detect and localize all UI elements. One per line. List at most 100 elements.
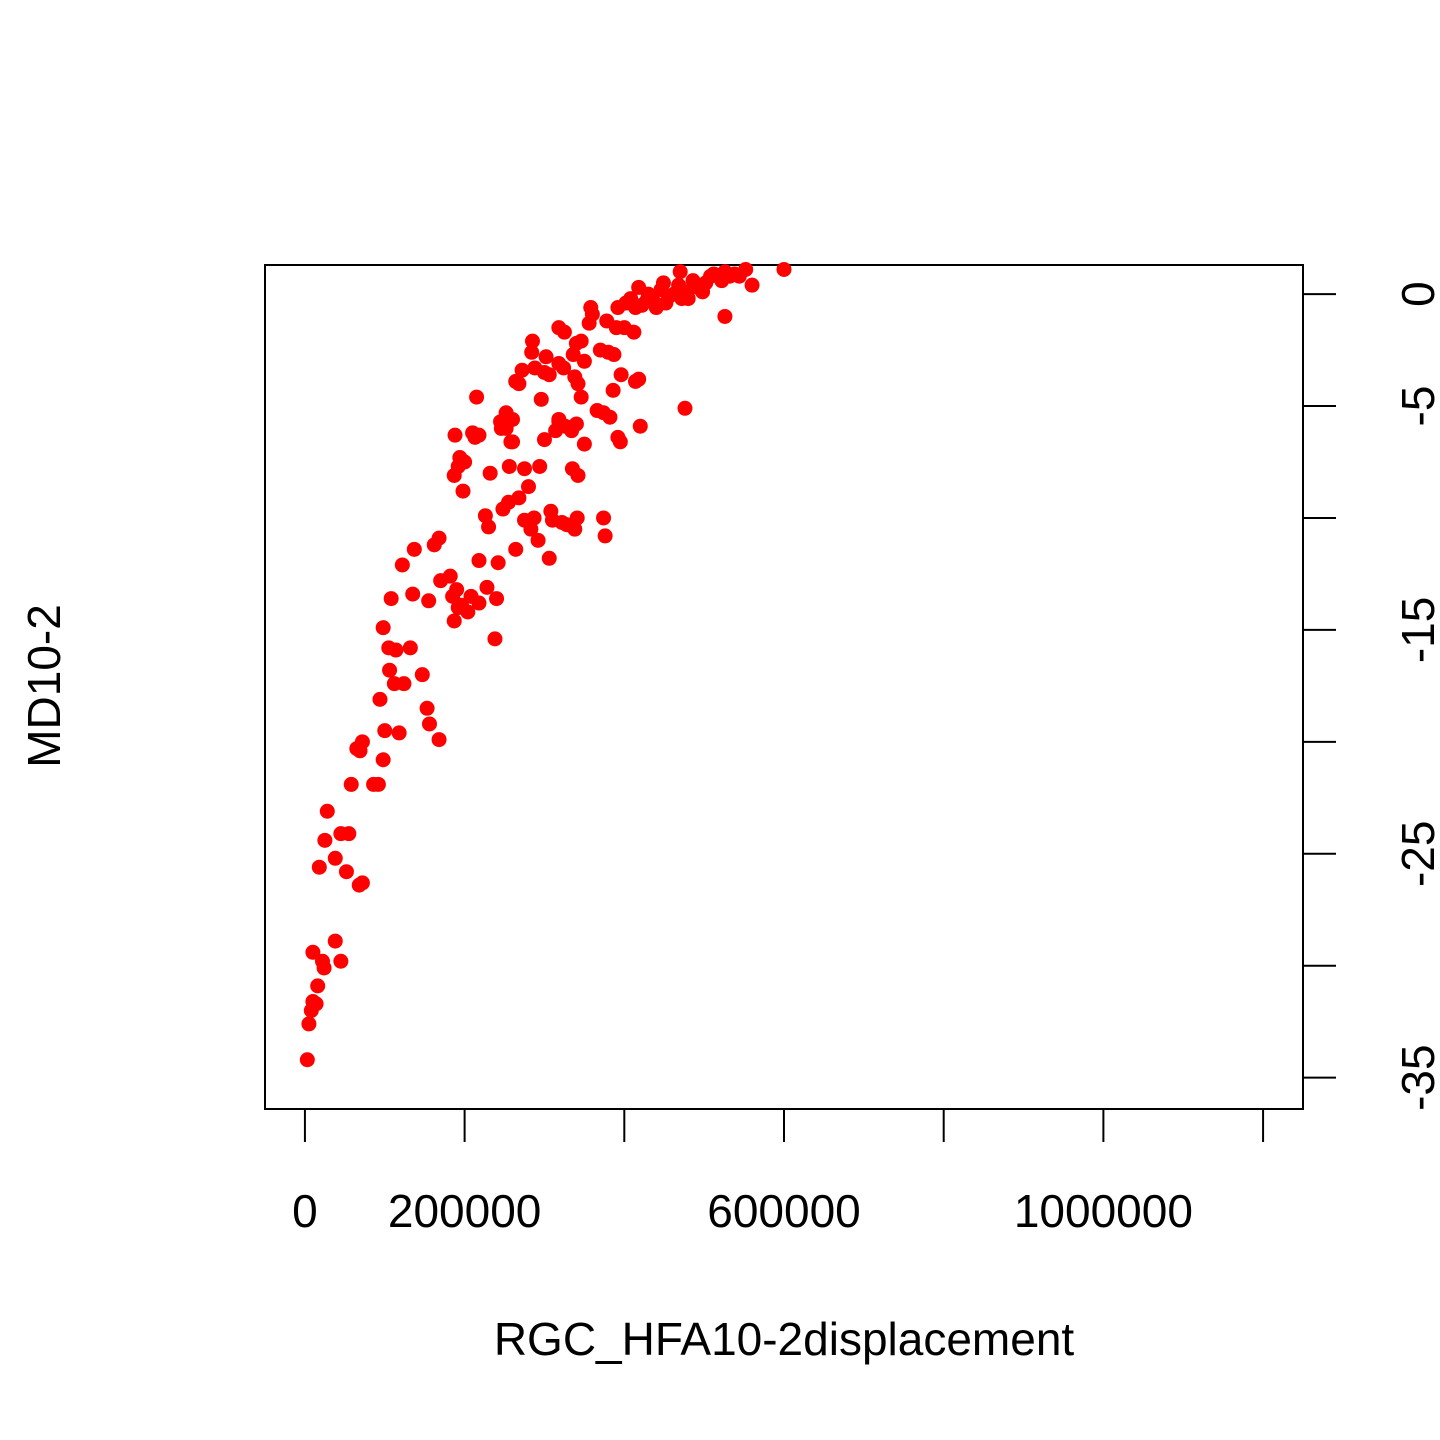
data-point	[612, 434, 628, 450]
x-tick-label: 200000	[388, 1185, 542, 1237]
data-point	[372, 691, 388, 707]
data-point	[490, 555, 506, 571]
x-tick-label: 0	[292, 1185, 318, 1237]
data-point	[482, 465, 498, 481]
data-point	[599, 313, 615, 329]
data-point	[520, 479, 536, 495]
data-point	[508, 373, 524, 389]
data-point	[556, 360, 572, 376]
data-point	[317, 832, 333, 848]
data-point	[532, 458, 548, 474]
data-point	[354, 875, 370, 891]
data-point	[505, 411, 521, 427]
data-point	[449, 582, 465, 598]
y-tick-label: 0	[1392, 281, 1440, 307]
data-point	[338, 864, 354, 880]
y-axis: 0 -5 -15 -25 -35	[1302, 281, 1440, 1111]
data-point	[442, 568, 458, 584]
y-tick-label: -25	[1392, 821, 1440, 887]
data-point	[305, 944, 321, 960]
data-point	[524, 344, 540, 360]
data-point	[479, 579, 495, 595]
data-point	[568, 416, 584, 432]
data-point	[533, 391, 549, 407]
data-point	[370, 776, 386, 792]
data-point	[333, 953, 349, 969]
data-point	[570, 376, 586, 392]
data-point	[597, 528, 613, 544]
data-point	[583, 300, 599, 316]
data-point	[316, 960, 332, 976]
data-point	[377, 723, 393, 739]
data-point	[524, 333, 540, 349]
data-point	[481, 519, 497, 535]
data-point	[505, 434, 521, 450]
data-point	[602, 409, 618, 425]
data-point	[375, 620, 391, 636]
data-point	[606, 347, 622, 363]
data-point	[605, 382, 621, 398]
data-point	[383, 591, 399, 607]
data-point	[576, 353, 592, 369]
data-point	[738, 261, 754, 277]
data-point	[551, 411, 567, 427]
data-point	[327, 850, 343, 866]
data-point	[508, 541, 524, 557]
data-point	[405, 586, 421, 602]
data-point	[460, 604, 476, 620]
data-point	[569, 510, 585, 526]
data-point	[541, 367, 557, 383]
data-point	[352, 743, 368, 759]
data-point	[388, 642, 404, 658]
data-point	[375, 752, 391, 768]
y-tick-label: -5	[1392, 386, 1440, 427]
data-point	[431, 530, 447, 546]
data-point	[467, 429, 483, 445]
data-point	[511, 490, 527, 506]
data-point	[421, 716, 437, 732]
y-axis-title: MD10-2	[18, 604, 70, 768]
data-point	[446, 613, 462, 629]
data-point	[457, 454, 473, 470]
data-point	[341, 826, 357, 842]
data-point	[627, 373, 643, 389]
data-point	[570, 467, 586, 483]
data-point	[419, 700, 435, 716]
data-point	[613, 367, 629, 383]
data-point	[514, 362, 530, 378]
data-point	[469, 389, 485, 405]
data-point	[672, 264, 688, 280]
data-point	[406, 541, 422, 557]
data-point	[308, 996, 324, 1012]
data-point	[310, 978, 326, 994]
data-point	[632, 418, 648, 434]
data-point	[431, 732, 447, 748]
data-point	[402, 640, 418, 656]
data-point	[536, 432, 552, 448]
data-point	[538, 349, 554, 365]
data-point	[471, 553, 487, 569]
data-point	[394, 557, 410, 573]
data-point	[319, 803, 335, 819]
data-point	[396, 676, 412, 692]
data-point	[626, 324, 642, 340]
x-axis-title: RGC_HFA10-2displacement	[494, 1313, 1075, 1365]
data-point	[343, 776, 359, 792]
data-point	[447, 427, 463, 443]
data-point	[382, 662, 398, 678]
data-point	[299, 1052, 315, 1068]
data-point	[501, 458, 517, 474]
data-point	[655, 275, 671, 291]
data-point	[551, 320, 567, 336]
data-point	[744, 277, 760, 293]
data-point	[471, 595, 487, 611]
data-point	[573, 389, 589, 405]
plot-frame	[264, 264, 1304, 1110]
x-tick-label: 1000000	[1014, 1185, 1193, 1237]
data-point	[530, 532, 546, 548]
data-point	[517, 461, 532, 477]
data-point	[414, 667, 430, 683]
data-point	[391, 725, 407, 741]
x-tick-label: 600000	[707, 1185, 861, 1237]
